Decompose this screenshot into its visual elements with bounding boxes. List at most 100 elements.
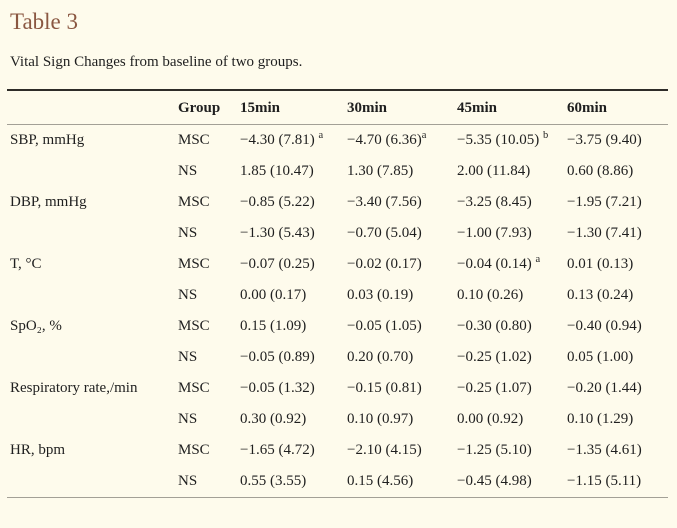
vital-signs-table: Group 15min 30min 45min 60min SBP, mmHg M… [7,89,668,499]
table-row: NS 0.30 (0.92) 0.10 (0.97) 0.00 (0.92) 0.10 … [7,404,668,435]
row-label-cell [7,342,175,373]
value-cell: 0.10 (0.26) [457,287,524,304]
value-cell: −3.40 (7.56) [347,194,422,211]
value-cell: −0.30 (0.80) [457,318,532,335]
value-cell: 0.00 (0.92) [457,411,524,428]
row-label-cell: T, °C [10,256,42,273]
value-cell: −2.10 (4.15) [347,442,422,459]
table-caption: Vital Sign Changes from baseline of two … [10,53,303,70]
header-cell-60min: 60min [567,100,608,117]
value-cell: −5.35 (10.05) b [457,130,549,149]
row-label-cell [7,218,175,249]
row-label-cell [7,156,175,187]
significance-marker: a [318,130,324,142]
value-cell: −1.65 (4.72) [240,442,315,459]
group-cell: NS [178,163,198,180]
value-cell: 0.13 (0.24) [567,287,634,304]
group-cell: MSC [178,442,210,459]
group-cell: NS [178,287,198,304]
significance-marker: b [542,130,549,142]
value-cell: 0.10 (0.97) [347,411,414,428]
value-cell: 0.15 (1.09) [240,318,307,335]
value-cell: −0.25 (1.02) [457,349,532,366]
table-row: NS 1.85 (10.47) 1.30 (7.85) 2.00 (11.84) 0.6… [7,156,668,187]
table-body: SBP, mmHg MSC −4.30 (7.81) a −4.70 (6.36)a −… [7,125,668,498]
header-cell-empty [7,90,175,125]
significance-marker: a [535,254,541,266]
group-cell: NS [178,225,198,242]
value-cell: −0.05 (0.89) [240,349,315,366]
group-cell: MSC [178,380,210,397]
table-row: NS 0.00 (0.17) 0.03 (0.19) 0.10 (0.26) 0.13 … [7,280,668,311]
value-cell: 1.30 (7.85) [347,163,414,180]
value-cell: −1.35 (4.61) [567,442,642,459]
value-cell: −0.05 (1.05) [347,318,422,335]
value-cell: 0.10 (1.29) [567,411,634,428]
value-cell: −4.70 (6.36)a [347,130,427,149]
value-cell: 0.15 (4.56) [347,473,414,490]
value-cell: −0.15 (0.81) [347,380,422,397]
group-cell: MSC [178,132,210,149]
value-cell: 0.03 (0.19) [347,287,414,304]
row-label-cell: Respiratory rate,/min [10,380,138,397]
group-cell: NS [178,349,198,366]
table-row: Respiratory rate,/min MSC −0.05 (1.32) −0.1… [7,373,668,404]
value-cell: 0.05 (1.00) [567,349,634,366]
group-cell: MSC [178,256,210,273]
value-cell: −0.45 (4.98) [457,473,532,490]
value-cell: −0.07 (0.25) [240,256,315,273]
table-number-title: Table 3 [10,9,79,34]
row-label-cell: HR, bpm [10,442,66,459]
table-row: NS −1.30 (5.43) −0.70 (5.04) −1.00 (7.93) −1… [7,218,668,249]
value-cell: −1.15 (5.11) [567,473,642,490]
table-row: NS 0.55 (3.55) 0.15 (4.56) −0.45 (4.98) −1.1… [7,466,668,498]
value-cell: −0.20 (1.44) [567,380,642,397]
value-cell: 2.00 (11.84) [457,163,531,180]
value-cell: −0.40 (0.94) [567,318,642,335]
value-cell: −1.30 (7.41) [567,225,642,242]
value-cell: −0.02 (0.17) [347,256,422,273]
table-row: HR, bpm MSC −1.65 (4.72) −2.10 (4.15) −1.25 … [7,435,668,466]
header-cell-30min: 30min [347,100,388,117]
value-cell: −0.70 (5.04) [347,225,422,242]
value-cell: 0.01 (0.13) [567,256,634,273]
row-label-cell [7,404,175,435]
table-row: SpO₂, % MSC 0.15 (1.09) −0.05 (1.05) −0.30 (… [7,311,668,342]
value-cell: 0.00 (0.17) [240,287,307,304]
significance-marker: a [421,130,427,142]
value-cell: 0.30 (0.92) [240,411,307,428]
table-row: T, °C MSC −0.07 (0.25) −0.02 (0.17) −0.04 (0… [7,249,668,280]
value-cell: 0.60 (8.86) [567,163,634,180]
value-cell: −0.04 (0.14) a [457,254,541,273]
row-label-cell: SpO₂, % [10,318,62,335]
value-cell: −0.85 (5.22) [240,194,315,211]
row-label-cell [7,466,175,498]
table-row: SBP, mmHg MSC −4.30 (7.81) a −4.70 (6.36)a −… [7,125,668,157]
value-cell: −1.25 (5.10) [457,442,532,459]
row-label-cell: SBP, mmHg [10,132,85,149]
row-label-cell [7,280,175,311]
header-row: Group 15min 30min 45min 60min [7,90,668,125]
group-cell: MSC [178,194,210,211]
header-cell-45min: 45min [457,100,498,117]
header-cell-group: Group [178,100,221,117]
article-table-page: Table 3 Vital Sign Changes from baseline… [7,9,668,499]
value-cell: 1.85 (10.47) [240,163,314,180]
value-cell: −1.30 (5.43) [240,225,315,242]
value-cell: −0.05 (1.32) [240,380,315,397]
value-cell: −3.75 (9.40) [567,132,642,149]
value-cell: −1.95 (7.21) [567,194,642,211]
value-cell: −1.00 (7.93) [457,225,532,242]
value-cell: 0.55 (3.55) [240,473,307,490]
group-cell: MSC [178,318,210,335]
value-cell: −3.25 (8.45) [457,194,532,211]
table-row: NS −0.05 (0.89) 0.20 (0.70) −0.25 (1.02) 0.0… [7,342,668,373]
group-cell: NS [178,473,198,490]
row-label-cell: DBP, mmHg [10,194,87,211]
value-cell: −4.30 (7.81) a [240,130,324,149]
group-cell: NS [178,411,198,428]
header-cell-15min: 15min [240,100,281,117]
value-cell: 0.20 (0.70) [347,349,414,366]
table-row: DBP, mmHg MSC −0.85 (5.22) −3.40 (7.56) −3.2… [7,187,668,218]
value-cell: −0.25 (1.07) [457,380,532,397]
